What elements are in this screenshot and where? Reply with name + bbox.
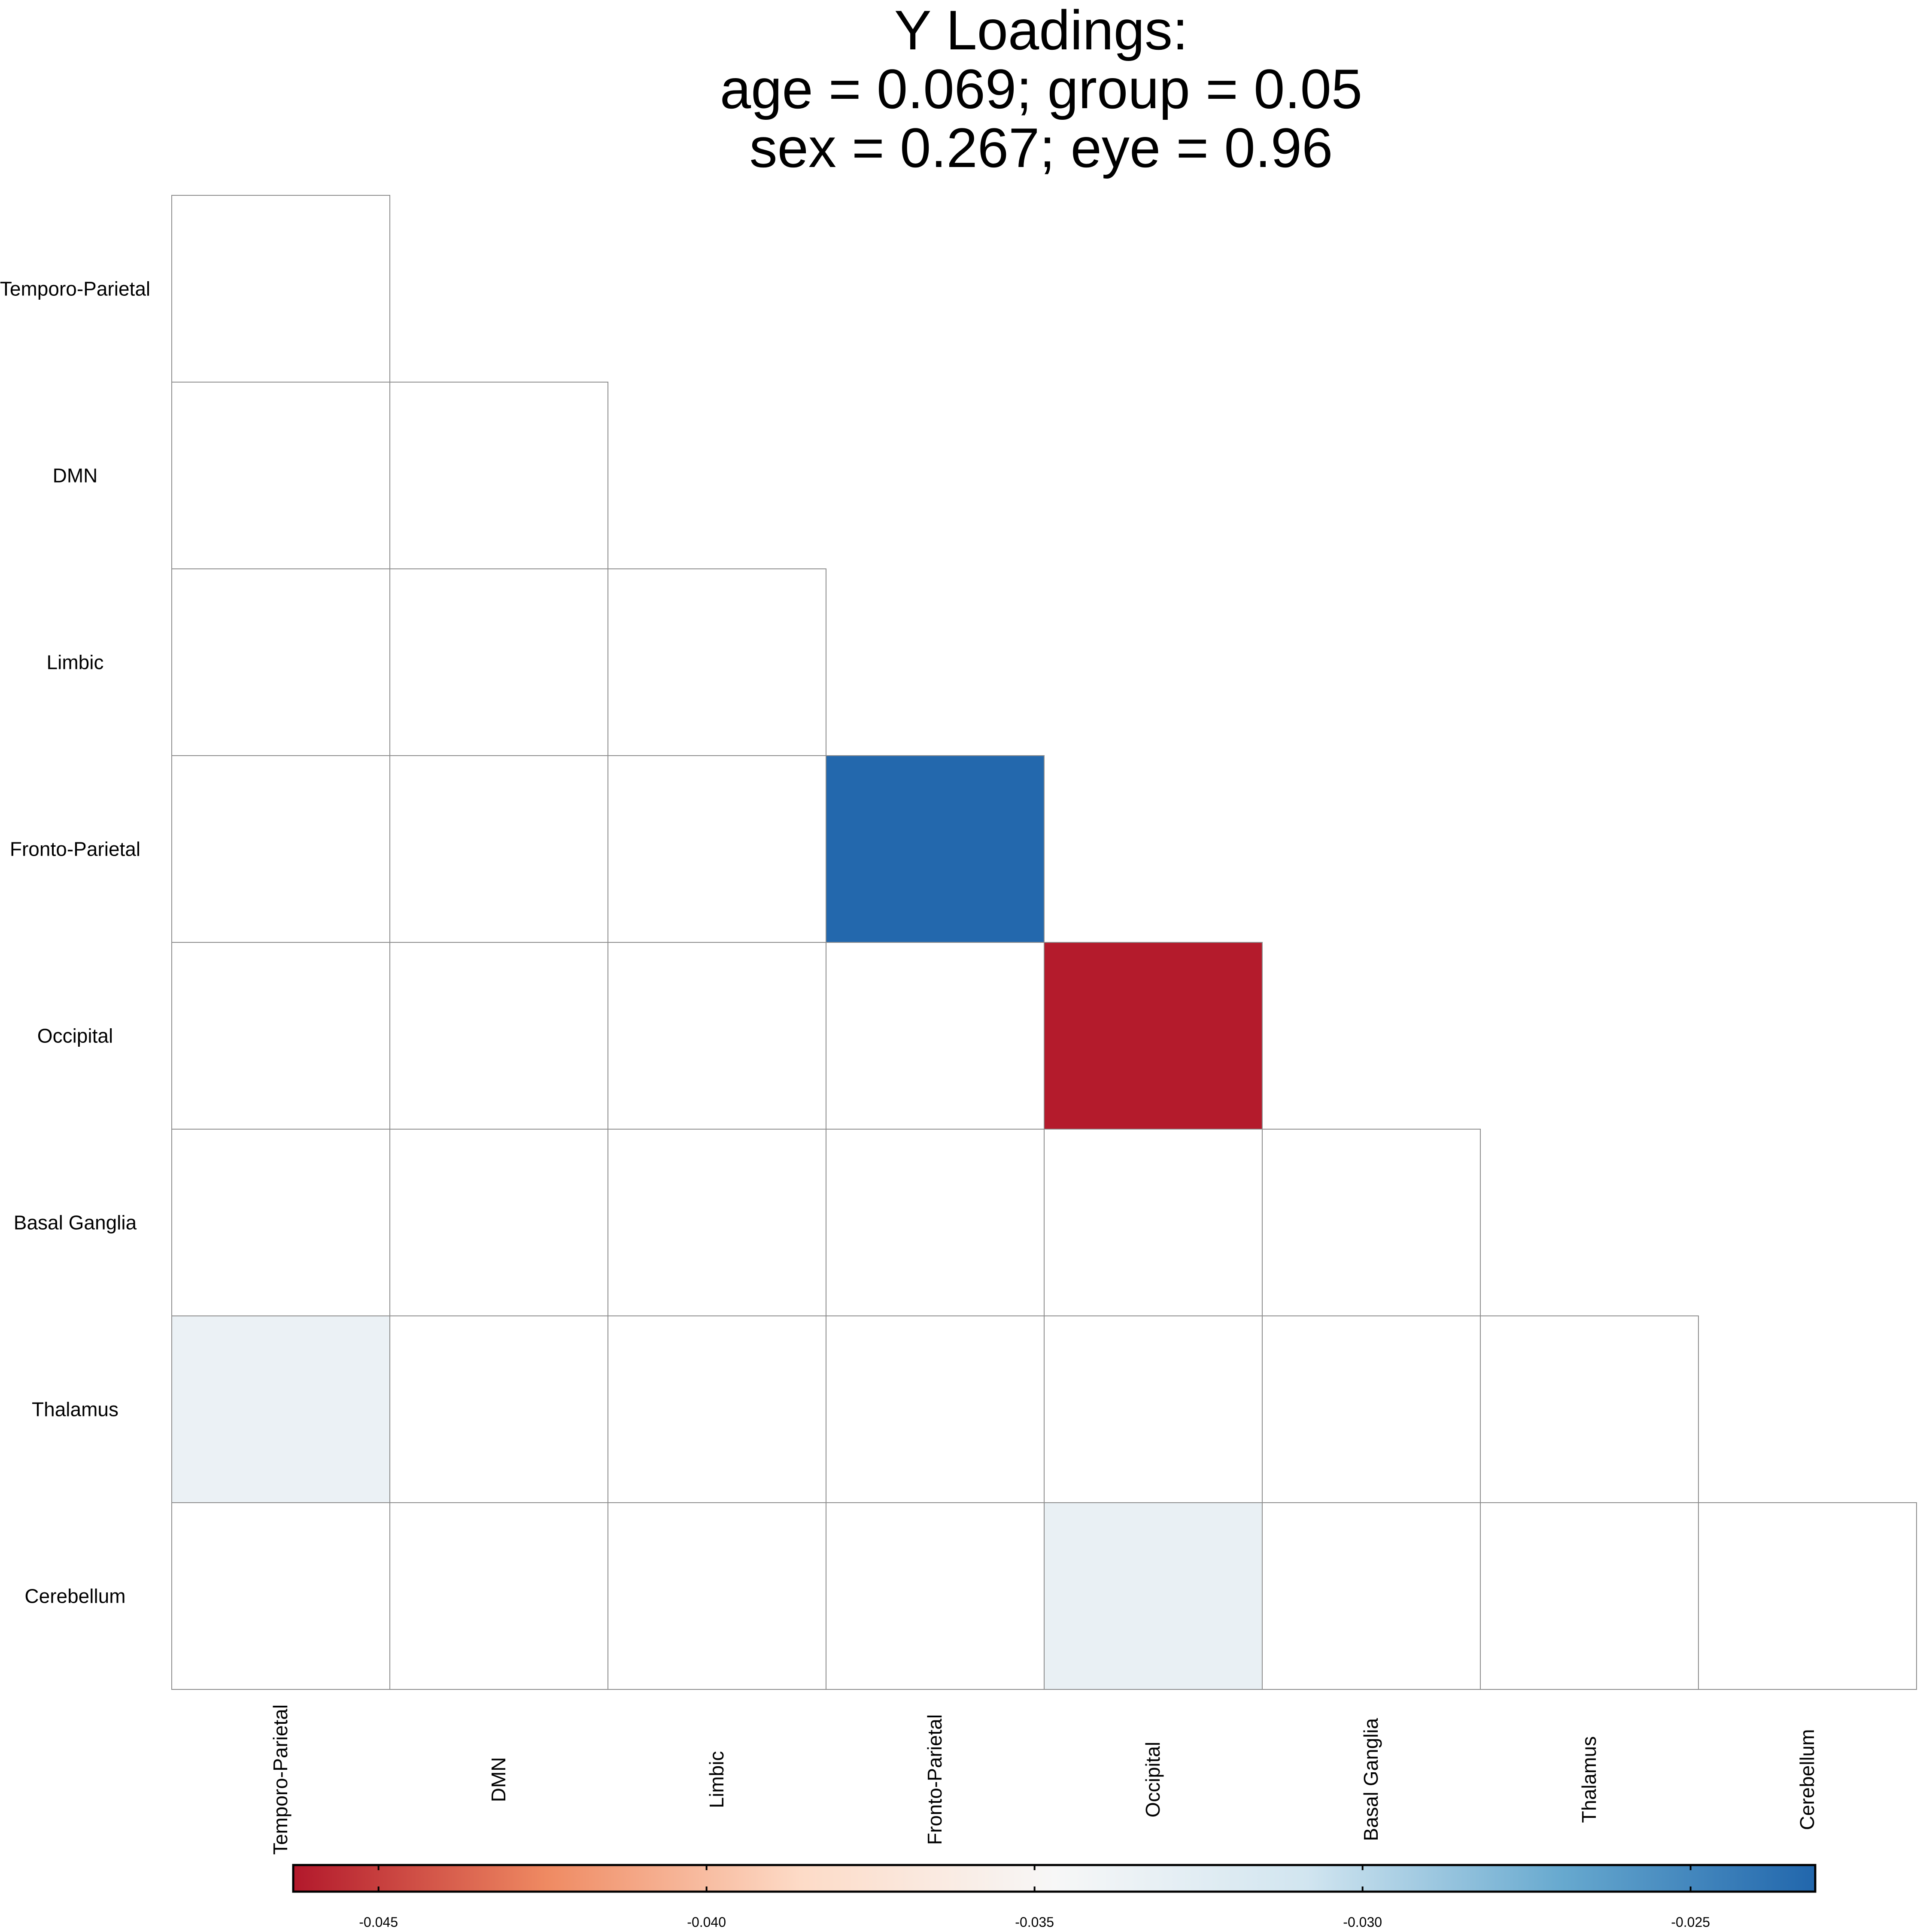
heatmap-cell [608,942,826,1130]
heatmap-cell [608,1129,826,1316]
heatmap-cell [608,1315,826,1503]
heatmap-cell [826,1315,1045,1503]
column-label: Cerebellum [1796,1729,1818,1830]
heatmap-cell [1480,1315,1699,1503]
row-label: Temporo-Parietal [0,278,150,300]
column-label: Temporo-Parietal [269,1704,292,1855]
heatmap-cell [1262,1315,1481,1503]
row-label: Occipital [37,1025,113,1047]
heatmap-cell [389,1129,608,1316]
heatmap-cell [826,942,1045,1130]
heatmap-cell [389,1502,608,1690]
column-label: Occipital [1142,1742,1164,1817]
colorbar-tick-label: -0.035 [1015,1914,1054,1930]
row-label: Limbic [47,651,104,674]
heatmap-cells [171,195,1917,1690]
heatmap-cell [826,1129,1045,1316]
title-line: age = 0.069; group = 0.05 [720,58,1362,120]
colorbar-tick-label: -0.045 [359,1914,398,1930]
heatmap-cell [608,755,826,943]
heatmap-cell [1044,1315,1263,1503]
heatmap-cell [171,568,390,756]
heatmap-cell [1698,1502,1917,1690]
column-label: Fronto-Parietal [923,1714,946,1845]
colorbar: -0.045 -0.040 -0.035 -0.030 -0.025 [292,1864,1817,1930]
title-line: sex = 0.267; eye = 0.96 [750,116,1333,179]
column-label: Limbic [705,1751,728,1808]
column-label: Basal Ganglia [1360,1718,1382,1841]
heatmap-cell-filled [1044,1502,1263,1690]
chart-title: Y Loadings:age = 0.069; group = 0.05sex … [720,0,1362,179]
heatmap-cell [389,1315,608,1503]
heatmap-cell [171,382,390,569]
heatmap-cell [171,1129,390,1316]
heatmap-cell [1262,1502,1481,1690]
column-label: DMN [487,1757,510,1802]
heatmap-cell [1262,1129,1481,1316]
heatmap-cell [171,195,390,383]
heatmap-cell [389,382,608,569]
heatmap-cell [171,1502,390,1690]
heatmap-cell [826,1502,1045,1690]
heatmap-cell-filled [1044,942,1263,1130]
row-label: Basal Ganglia [14,1212,137,1234]
row-label: DMN [53,465,98,487]
row-labels: Temporo-Parietal DMN Limbic Fronto-Parietal… [0,278,150,1607]
colorbar-tick-label: -0.030 [1343,1914,1382,1930]
row-label: Cerebellum [24,1585,125,1607]
colorbar-gradient [292,1864,1817,1893]
colorbar-tick-label: -0.040 [687,1914,726,1930]
heatmap-cell [608,1502,826,1690]
heatmap-cell-filled [826,755,1045,943]
heatmap-cell [389,942,608,1130]
heatmap-cell [171,755,390,943]
heatmap-cell [608,568,826,756]
column-label: Thalamus [1578,1736,1600,1823]
heatmap-cell [171,942,390,1130]
heatmap-cell-filled [171,1315,390,1503]
heatmap-cell [1480,1502,1699,1690]
column-labels: Temporo-Parietal DMN Limbic Fronto-Parietal… [269,1704,1818,1855]
row-label: Thalamus [32,1398,118,1421]
row-label: Fronto-Parietal [10,838,140,860]
colorbar-tick-label: -0.025 [1671,1914,1710,1930]
title-line: Y Loadings: [894,0,1188,61]
heatmap-cell [389,568,608,756]
heatmap-cell [1044,1129,1263,1316]
heatmap-cell [389,755,608,943]
